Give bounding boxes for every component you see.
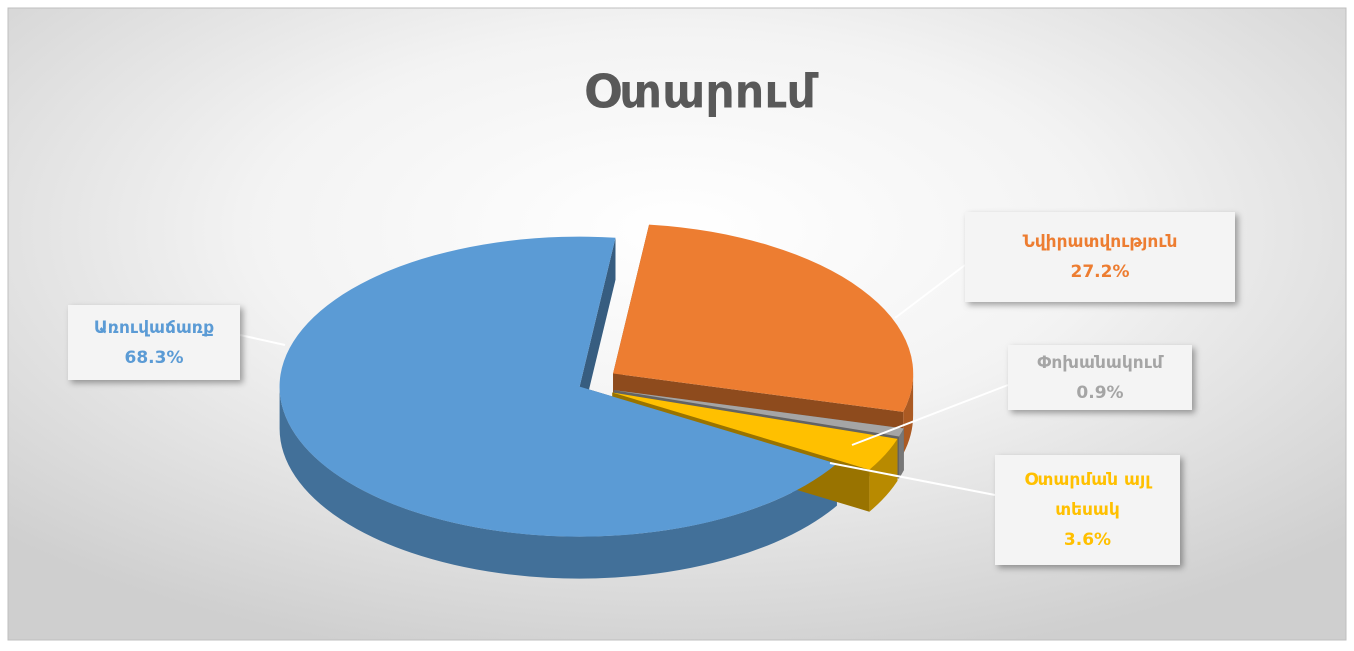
leader-line (894, 264, 966, 319)
slice (612, 392, 898, 470)
leader-line (829, 462, 996, 496)
label-value: 27.2% (1070, 262, 1130, 282)
leaders (239, 264, 1009, 496)
slice-side (869, 438, 898, 512)
leader-line (239, 334, 286, 346)
data-label: Օտարման այլ տեսակ 3.6% (995, 455, 1180, 565)
leader-line (851, 384, 1009, 446)
label-value: 3.6% (1063, 530, 1112, 550)
slice-side (279, 386, 837, 579)
label-category: Փոխանակում (1037, 352, 1163, 373)
slice-side (903, 373, 914, 454)
label-category: Առուվաճառք (93, 317, 215, 338)
label-value: 68.3% (124, 347, 184, 368)
slice-cut-face (579, 237, 616, 429)
label-category: Նվիրատվություն (1022, 232, 1178, 252)
label-category: Օտարման այլ տեսակ (1024, 470, 1151, 520)
data-label: Առուվաճառք 68.3% (68, 305, 240, 380)
slice-side (899, 428, 904, 479)
slice (613, 390, 904, 437)
slice (279, 236, 837, 537)
label-value: 0.9% (1076, 382, 1124, 403)
data-label: Նվիրատվություն 27.2% (965, 212, 1235, 302)
chart-title: Օտարում (584, 65, 819, 119)
data-label: Փոխանակում 0.9% (1008, 345, 1192, 410)
pie (279, 224, 914, 579)
slice (613, 224, 914, 412)
